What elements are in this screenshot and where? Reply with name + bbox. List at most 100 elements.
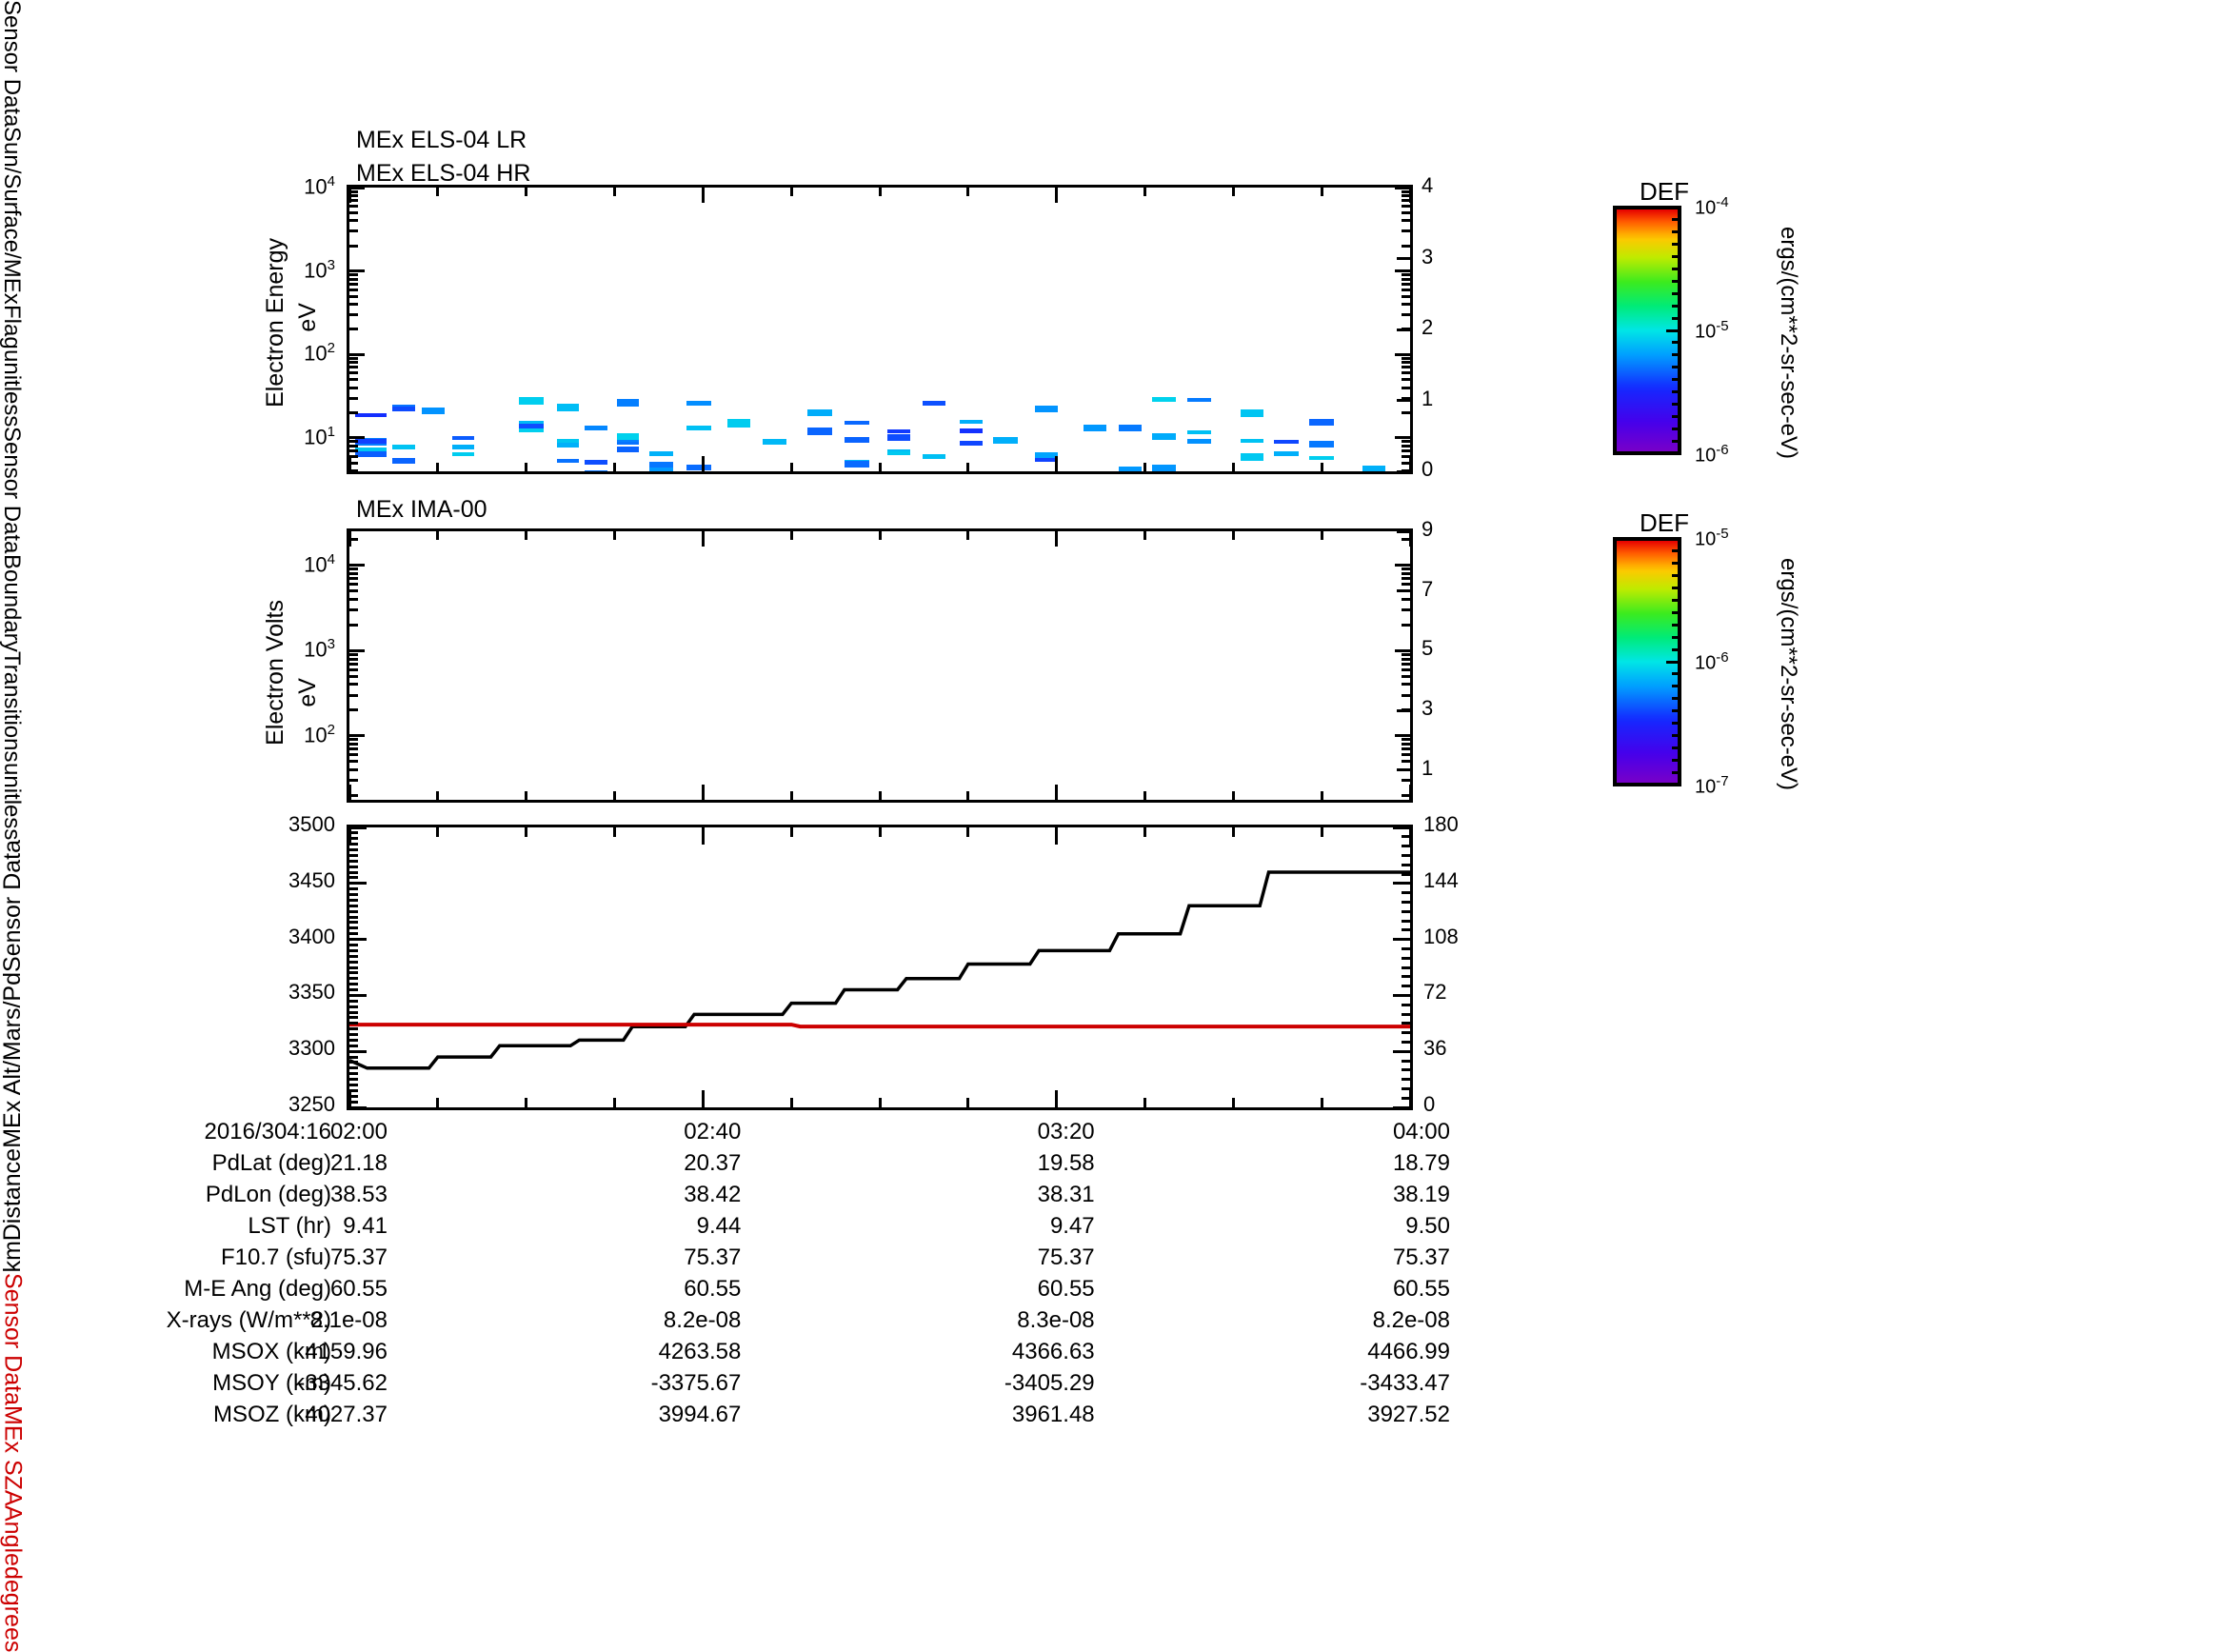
panel1-xtick-bot: [1321, 463, 1323, 471]
panel2-xtick-top: [1232, 531, 1235, 540]
panel1-right-tickmark: [1397, 257, 1410, 260]
panel3-ytick: [349, 848, 358, 851]
panel2-xtick-bot: [966, 791, 969, 800]
sza-line: [349, 1025, 1410, 1026]
panel2-right-axis-label: Sensor Data: [0, 427, 24, 553]
panel1-right-tick-label: 2: [1422, 315, 1433, 340]
ytick-base: 10: [304, 174, 327, 198]
panel2-xtick-top: [348, 531, 351, 547]
panel2-ytick-right: [1402, 743, 1410, 746]
panel1-xtick-top: [790, 188, 793, 196]
panel3-ytick: [349, 1005, 358, 1008]
panel3-xtick-bot: [1409, 1090, 1412, 1107]
panel3-ytick-label: 3500: [221, 812, 335, 837]
panel1-ytick-label: 103: [278, 257, 335, 283]
colorbar2-top-base: 10: [1695, 529, 1716, 550]
colorbar-tick: [1672, 734, 1681, 737]
panel2-ytick: [349, 589, 358, 592]
spectrogram-stripe-high: [1152, 397, 1176, 402]
panel3-ytick: [349, 983, 358, 985]
panel3-xtick-top: [702, 827, 705, 845]
colorbar-tick: [1672, 378, 1681, 381]
panel3-ytick: [349, 1033, 358, 1036]
colorbar-tick: [1672, 636, 1681, 639]
spectrogram-stripe-high: [585, 470, 606, 471]
table-cell: 75.37: [914, 1242, 1095, 1273]
panel3-ytick: [349, 1106, 367, 1109]
panel1-left-axis-units-text: eV: [294, 303, 321, 332]
panel1-right-axis-l1: Sun/Surface/MEx: [0, 127, 25, 305]
colorbar-tick: [1672, 771, 1681, 774]
spectrogram-stripe-high: [519, 397, 544, 405]
panel3-ytick: [349, 882, 367, 885]
table-cell: 9.41: [207, 1210, 388, 1242]
colorbar-tick: [1672, 685, 1681, 687]
panel1-right-axis-l3: unitless: [0, 349, 25, 427]
panel2-right-axis-label2: Boundary: [0, 554, 24, 652]
table-cell: 75.37: [560, 1242, 741, 1273]
table-cell: -3345.62: [207, 1367, 388, 1399]
panel1-xtick-bot: [348, 456, 351, 471]
panel1-ytick-right: [1402, 273, 1410, 276]
panel2-xtick-top: [1409, 531, 1412, 547]
panel3-xtick-top: [348, 827, 351, 845]
panel2-title: MEx IMA-00: [356, 496, 487, 524]
colorbar-tick: [1672, 562, 1681, 565]
panel3-right-ytick: [1402, 985, 1410, 987]
panel1-ytick: [349, 289, 358, 291]
spectrogram-stripe-high: [452, 436, 474, 440]
panel2-ytick-right: [1402, 572, 1410, 575]
spectrogram-stripe-high: [392, 445, 416, 449]
panel3-xtick-bot: [790, 1098, 793, 1107]
spectrogram-stripe-high: [617, 447, 639, 452]
colorbar-tick: [1672, 709, 1681, 712]
panel3-right-ytick: [1402, 1022, 1410, 1025]
panel2-ytick: [349, 683, 358, 686]
panel3-ytick: [349, 866, 358, 868]
panel1-ytick-right: [1402, 245, 1410, 248]
panel1-ytick: [349, 313, 358, 316]
panel1-ytick: [349, 283, 358, 286]
panel2-right-tickmark: [1397, 530, 1410, 533]
panel1-right-tick-label: 3: [1422, 245, 1433, 269]
ytick-exp: 2: [328, 340, 335, 356]
colorbar2-mid-exp: -6: [1716, 649, 1728, 666]
panel3-left-axis-l0: Sensor Data: [0, 840, 26, 972]
ytick-exp: 3: [328, 636, 335, 652]
colorbar2-title: DEF: [1640, 508, 1689, 538]
panel2-left-axis-units-text: eV: [294, 678, 321, 707]
panel1-ytick-right: [1402, 371, 1410, 374]
panel3-ytick: [349, 949, 358, 952]
colorbar1-label-top: 10-4: [1695, 194, 1729, 220]
spectrogram-stripe-high: [1241, 409, 1264, 417]
panel1-ytick-right: [1402, 219, 1410, 222]
panel3-ytick-label: 3400: [221, 925, 335, 949]
spectrogram-stripe-high: [649, 451, 673, 456]
panel3-ytick: [349, 988, 358, 991]
table-cell: 8.2e-08: [560, 1304, 741, 1336]
panel3-xtick-top: [525, 827, 527, 837]
panel3-ytick: [349, 944, 358, 946]
spectrogram-stripe-high: [557, 404, 578, 411]
table-cell: 38.31: [914, 1179, 1095, 1210]
panel2-ytick: [349, 658, 358, 661]
panel1-ytick-right: [1402, 366, 1410, 368]
table-cell: -3433.47: [1269, 1367, 1450, 1399]
panel3-ytick: [349, 926, 358, 929]
table-cell: 19.58: [914, 1147, 1095, 1179]
panel3-ytick: [349, 871, 358, 874]
spectrogram-stripe-high: [649, 462, 673, 468]
panel2-ytick-right: [1402, 747, 1410, 750]
panel2-xtick-bot: [436, 791, 439, 800]
panel3-right-ytick: [1402, 891, 1410, 894]
panel2-ytick: [349, 760, 358, 763]
panel1-ytick-right: [1395, 436, 1410, 439]
spectrogram-stripe-high: [1309, 456, 1334, 460]
panel3-right-ytick: [1402, 1041, 1410, 1044]
panel3-xtick-bot: [1055, 1090, 1058, 1107]
panel1-ytick: [349, 371, 358, 374]
colorbar2-bot-exp: -7: [1716, 773, 1728, 789]
panel1-right-tick-label: 4: [1422, 173, 1433, 198]
spectrogram-stripe-high: [686, 401, 711, 406]
spectrogram-stripe-high: [355, 413, 387, 417]
